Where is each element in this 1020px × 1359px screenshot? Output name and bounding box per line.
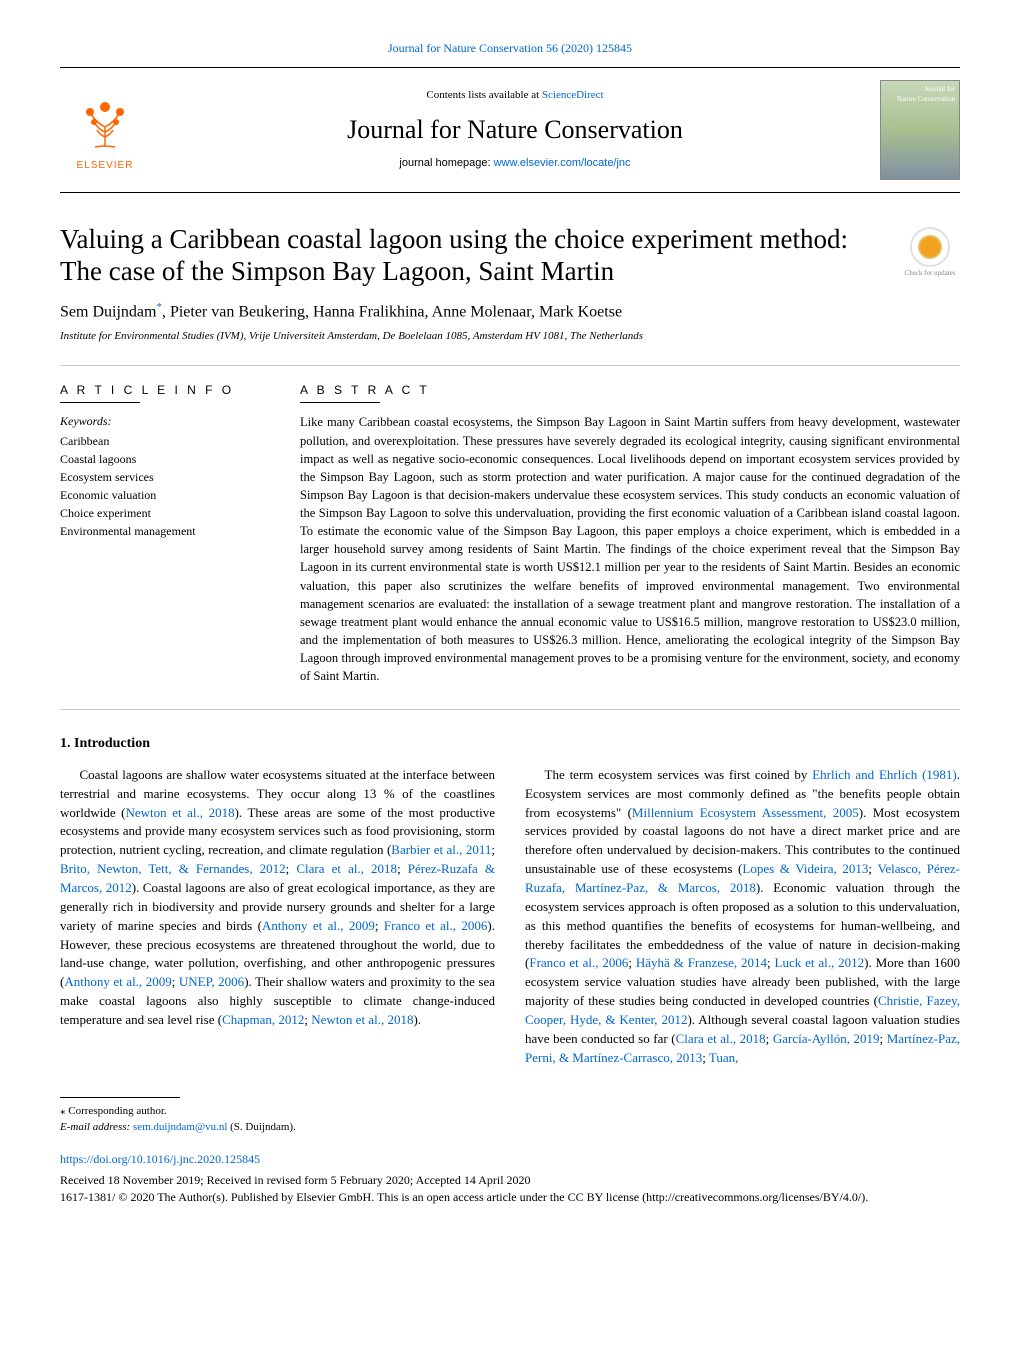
keyword-item: Ecosystem services xyxy=(60,468,260,486)
citation-link[interactable]: Christie, Fazey, Cooper, Hyde, & Kenter,… xyxy=(525,993,960,1027)
cover-label-1: Journal for xyxy=(924,85,955,95)
header-center: Contents lists available at ScienceDirec… xyxy=(150,88,880,171)
heading-underline xyxy=(60,402,140,403)
footnote-divider xyxy=(60,1097,180,1098)
keyword-item: Choice experiment xyxy=(60,504,260,522)
citation-link[interactable]: Tuan, xyxy=(709,1050,739,1065)
badge-circle-icon xyxy=(910,227,950,267)
keyword-item: Coastal lagoons xyxy=(60,450,260,468)
citation-link[interactable]: Chapman, 2012 xyxy=(222,1012,304,1027)
citation-link[interactable]: Anthony et al., 2009 xyxy=(64,974,171,989)
affiliation: Institute for Environmental Studies (IVM… xyxy=(60,329,960,344)
citation-link[interactable]: Newton et al., 2018 xyxy=(125,805,234,820)
body-column-right: The term ecosystem services was first co… xyxy=(525,766,960,1068)
abstract-heading: A B S T R A C T xyxy=(300,382,960,399)
citation-link[interactable]: Lopes & Videira, 2013 xyxy=(742,861,868,876)
article-title: Valuing a Caribbean coastal lagoon using… xyxy=(60,223,880,288)
heading-underline xyxy=(300,402,380,403)
citation-link[interactable]: Ehrlich and Ehrlich (1981) xyxy=(812,767,957,782)
intro-heading: 1. Introduction xyxy=(60,734,960,754)
elsevier-text: ELSEVIER xyxy=(77,159,134,173)
journal-issue-link[interactable]: Journal for Nature Conservation 56 (2020… xyxy=(60,40,960,57)
citation-link[interactable]: UNEP, 2006 xyxy=(179,974,244,989)
journal-cover-thumbnail[interactable]: Journal for Nature Conservation xyxy=(880,80,960,180)
intro-paragraph-2: The term ecosystem services was first co… xyxy=(525,766,960,1068)
keyword-item: Economic valuation xyxy=(60,486,260,504)
keywords-label: Keywords: xyxy=(60,413,260,430)
keyword-item: Caribbean xyxy=(60,432,260,450)
badge-text: Check for updates xyxy=(905,269,956,279)
email-label: E-mail address: xyxy=(60,1121,133,1133)
cover-label-2: Nature Conservation xyxy=(897,95,955,105)
authors-line: Sem Duijndam*, Pieter van Beukering, Han… xyxy=(60,300,960,324)
citation-link[interactable]: García-Ayllón, 2019 xyxy=(773,1031,880,1046)
citation-link[interactable]: Clara et al., 2018 xyxy=(296,861,397,876)
doi-link[interactable]: https://doi.org/10.1016/j.jnc.2020.12584… xyxy=(60,1151,960,1168)
citation-link[interactable]: Brito, Newton, Tett, & Fernandes, 2012 xyxy=(60,861,286,876)
article-info-column: A R T I C L E I N F O Keywords: Caribbea… xyxy=(60,382,260,686)
journal-name: Journal for Nature Conservation xyxy=(150,112,880,148)
corresponding-marker[interactable]: * xyxy=(156,301,162,313)
citation-link[interactable]: Franco et al., 2006 xyxy=(384,918,488,933)
email-link[interactable]: sem.duijndam@vu.nl xyxy=(133,1121,227,1133)
citation-link[interactable]: Newton et al., 2018 xyxy=(311,1012,413,1027)
citation-link[interactable]: Millennium Ecosystem Assessment, 2005 xyxy=(632,805,859,820)
citation-link[interactable]: Barbier et al., 2011 xyxy=(391,842,491,857)
body-column-left: Coastal lagoons are shallow water ecosys… xyxy=(60,766,495,1068)
sciencedirect-link[interactable]: ScienceDirect xyxy=(542,89,604,101)
keyword-item: Environmental management xyxy=(60,522,260,540)
divider xyxy=(60,365,960,366)
article-info-heading: A R T I C L E I N F O xyxy=(60,382,260,399)
bottom-metadata: https://doi.org/10.1016/j.jnc.2020.12584… xyxy=(60,1151,960,1205)
contents-line: Contents lists available at ScienceDirec… xyxy=(150,88,880,103)
received-dates: Received 18 November 2019; Received in r… xyxy=(60,1172,960,1189)
elsevier-logo[interactable]: ELSEVIER xyxy=(60,80,150,180)
full-divider xyxy=(60,709,960,710)
email-suffix: (S. Duijndam). xyxy=(227,1121,295,1133)
title-section: Valuing a Caribbean coastal lagoon using… xyxy=(60,223,960,300)
citation-link[interactable]: Clara et al., 2018 xyxy=(676,1031,766,1046)
homepage-prefix: journal homepage: xyxy=(399,157,493,169)
contents-prefix: Contents lists available at xyxy=(426,89,541,101)
check-updates-badge[interactable]: Check for updates xyxy=(900,223,960,283)
elsevier-tree-icon xyxy=(70,87,140,157)
journal-header: ELSEVIER Contents lists available at Sci… xyxy=(60,67,960,193)
abstract-text: Like many Caribbean coastal ecosystems, … xyxy=(300,413,960,685)
citation-link[interactable]: Luck et al., 2012 xyxy=(775,955,865,970)
abstract-column: A B S T R A C T Like many Caribbean coas… xyxy=(300,382,960,686)
license-line: 1617-1381/ © 2020 The Author(s). Publish… xyxy=(60,1189,960,1206)
corresponding-author-footnote: ⁎ Corresponding author. xyxy=(60,1104,960,1119)
homepage-link[interactable]: www.elsevier.com/locate/jnc xyxy=(494,157,631,169)
badge-mark-icon xyxy=(918,235,942,259)
email-footnote: E-mail address: sem.duijndam@vu.nl (S. D… xyxy=(60,1120,960,1135)
citation-link[interactable]: Franco et al., 2006 xyxy=(529,955,628,970)
citation-link[interactable]: Anthony et al., 2009 xyxy=(262,918,375,933)
info-abstract-row: A R T I C L E I N F O Keywords: Caribbea… xyxy=(60,382,960,686)
homepage-line: journal homepage: www.elsevier.com/locat… xyxy=(150,156,880,171)
intro-paragraph-1: Coastal lagoons are shallow water ecosys… xyxy=(60,766,495,1030)
body-columns: Coastal lagoons are shallow water ecosys… xyxy=(60,766,960,1068)
citation-link[interactable]: Häyhä & Franzese, 2014 xyxy=(636,955,767,970)
